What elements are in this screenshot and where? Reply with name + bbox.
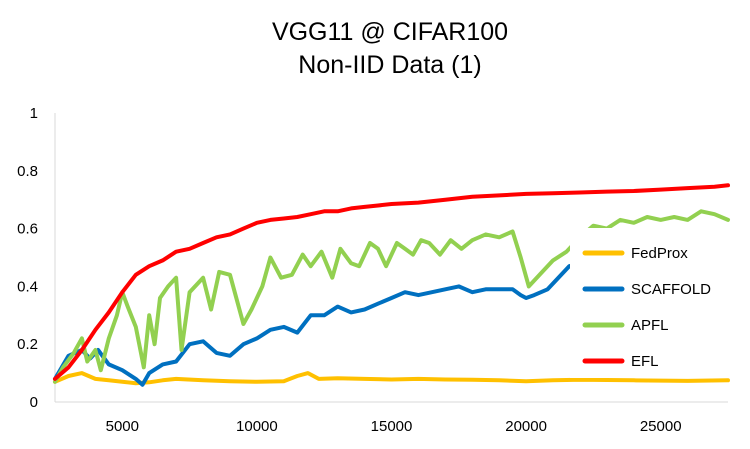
y-tick-label: 0: [30, 394, 38, 411]
y-tick-label: 0.4: [17, 278, 38, 295]
legend-label-apfl: APFL: [631, 317, 669, 334]
x-tick-label: 25000: [640, 418, 682, 435]
legend-label-efl: EFL: [631, 353, 659, 370]
chart-title-line-2: Non-IID Data (1): [298, 51, 481, 79]
y-tick-label: 0.6: [17, 221, 38, 238]
legend-label-fedprox: FedProx: [631, 245, 688, 262]
axes: [54, 113, 728, 403]
series-line-fedprox: [53, 371, 730, 386]
y-tick-label: 0.8: [17, 163, 38, 180]
x-axis-ticks: 5000 10000 15000 20000 25000: [106, 418, 682, 435]
chart-title-line-1: VGG11 @ CIFAR100: [272, 18, 508, 46]
series-line-scaffold: [53, 246, 730, 387]
legend: FedProx SCAFFOLD APFL EFL: [570, 228, 730, 378]
x-tick-label: 5000: [106, 418, 139, 435]
chart-title: VGG11 @ CIFAR100 Non-IID Data (1): [272, 18, 508, 79]
series-layer: [53, 183, 730, 387]
x-tick-label: 20000: [505, 418, 547, 435]
x-tick-label: 15000: [371, 418, 413, 435]
y-tick-label: 0.2: [17, 336, 38, 353]
y-axis-ticks: 0 0.2 0.4 0.6 0.8 1: [17, 105, 38, 411]
series-line-efl: [53, 183, 730, 381]
x-tick-label: 10000: [236, 418, 278, 435]
y-tick-label: 1: [30, 105, 38, 122]
legend-label-scaffold: SCAFFOLD: [631, 281, 711, 298]
